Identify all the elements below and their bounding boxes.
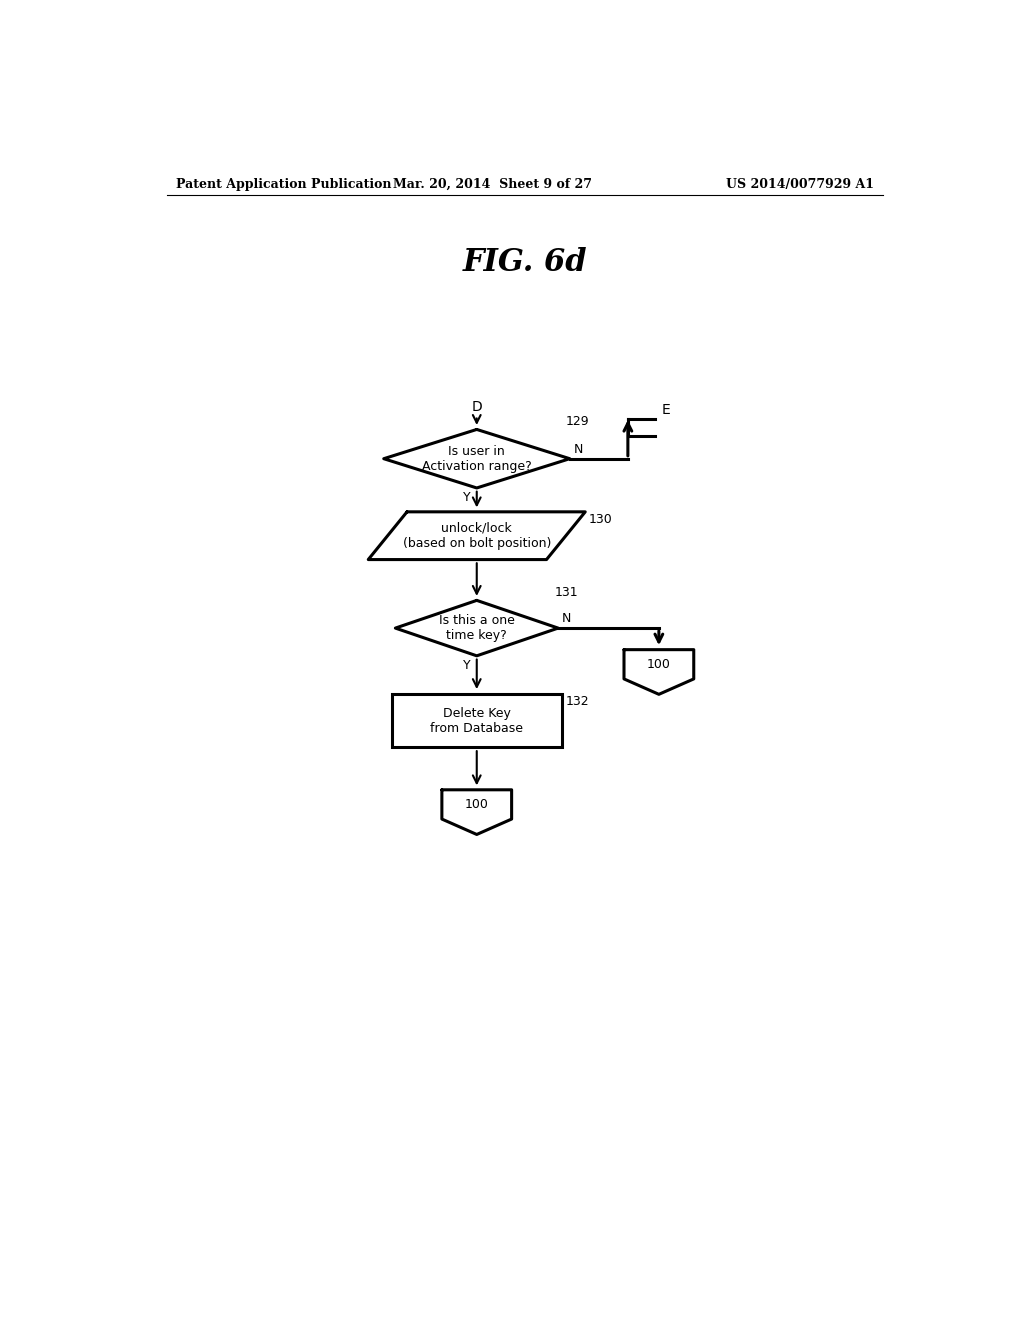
Text: 132: 132: [566, 696, 590, 708]
Text: Is this a one
time key?: Is this a one time key?: [439, 614, 515, 642]
Bar: [391, 693, 562, 747]
Polygon shape: [624, 649, 693, 694]
Text: N: N: [562, 612, 571, 626]
Text: 100: 100: [647, 657, 671, 671]
Text: 130: 130: [589, 513, 613, 527]
Text: 100: 100: [465, 797, 488, 810]
Text: E: E: [662, 403, 670, 417]
Text: unlock/lock
(based on bolt position): unlock/lock (based on bolt position): [402, 521, 551, 549]
Text: US 2014/0077929 A1: US 2014/0077929 A1: [726, 178, 873, 190]
Text: 131: 131: [554, 586, 578, 599]
Text: Y: Y: [463, 659, 471, 672]
Text: N: N: [573, 442, 583, 455]
Text: Y: Y: [463, 491, 471, 504]
Text: FIG. 6d: FIG. 6d: [463, 247, 587, 277]
Text: 129: 129: [566, 414, 590, 428]
Text: D: D: [471, 400, 482, 414]
Text: Delete Key
from Database: Delete Key from Database: [430, 706, 523, 734]
Text: Is user in
Activation range?: Is user in Activation range?: [422, 445, 531, 473]
Text: Mar. 20, 2014  Sheet 9 of 27: Mar. 20, 2014 Sheet 9 of 27: [393, 178, 592, 190]
Polygon shape: [442, 789, 512, 834]
Text: Patent Application Publication: Patent Application Publication: [176, 178, 391, 190]
